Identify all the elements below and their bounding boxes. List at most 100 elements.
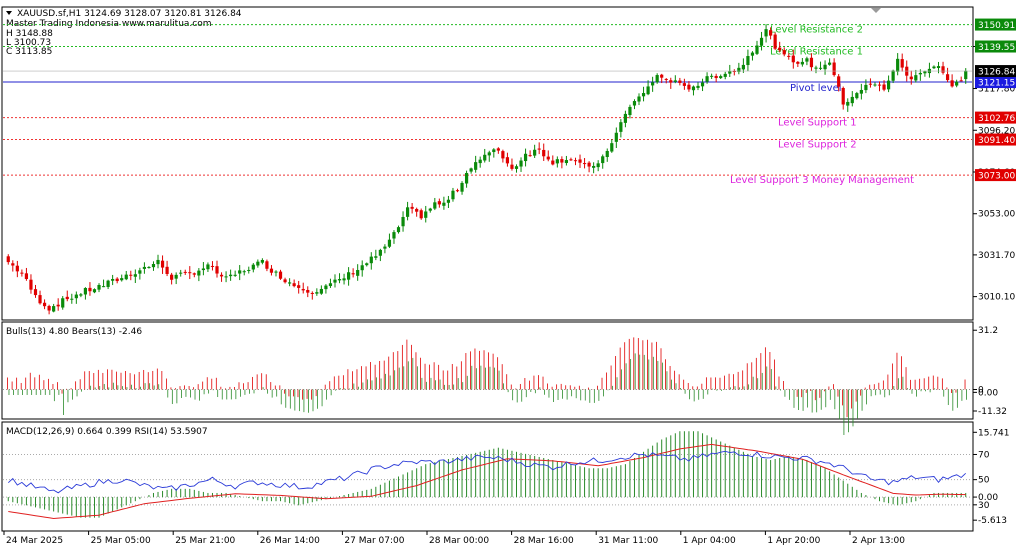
- candle-body: [337, 279, 342, 281]
- candle-body: [219, 274, 224, 277]
- level-price-tag: [975, 111, 1016, 124]
- candle-body: [415, 208, 419, 212]
- candle-body: [669, 80, 673, 83]
- candle-body: [814, 67, 818, 69]
- candle-body: [587, 162, 591, 167]
- candle-body: [614, 132, 618, 142]
- candle-body: [827, 62, 832, 65]
- candle-body: [292, 283, 296, 287]
- macd-rsi-tick-label: 70: [978, 450, 990, 460]
- candle-body: [15, 265, 19, 272]
- candle-body: [832, 62, 836, 76]
- candle-body: [868, 83, 873, 85]
- candle-body: [392, 232, 396, 239]
- candle-body: [38, 295, 42, 304]
- candle-body: [755, 45, 759, 54]
- candle-body: [959, 80, 963, 82]
- bulls-bears-tick-label: 31.2: [978, 326, 998, 336]
- candle-body: [778, 47, 782, 51]
- candle-body: [877, 84, 882, 86]
- candle-body: [791, 55, 795, 63]
- candle-body: [65, 296, 69, 300]
- candle-body: [750, 52, 755, 56]
- time-tick-label: 24 Mar 2025: [6, 536, 63, 546]
- candle-body: [841, 87, 845, 105]
- candle-body: [759, 37, 764, 46]
- price-tick-label: 3031.70: [978, 251, 1015, 261]
- candle-body: [260, 259, 264, 263]
- candle-body: [855, 93, 859, 99]
- time-tick-label: 27 Mar 07:00: [344, 536, 404, 546]
- price-pane-frame: [1, 6, 974, 321]
- candle-body: [628, 106, 632, 116]
- candle-body: [192, 273, 196, 275]
- candle-body: [319, 288, 323, 294]
- time-tick-label: 31 Mar 11:00: [598, 536, 658, 546]
- candle-body: [401, 216, 405, 227]
- candle-body: [374, 256, 378, 258]
- candle-body: [696, 85, 700, 88]
- rsi-line: [7, 450, 967, 494]
- time-tick-label: 2 Apr 13:00: [852, 536, 905, 546]
- candle-body: [605, 150, 609, 158]
- candle-body: [120, 278, 124, 281]
- price-tick-label: 3117.80: [978, 85, 1015, 95]
- candle-body: [546, 156, 550, 160]
- candle-body: [850, 96, 854, 104]
- candle-body: [460, 182, 464, 192]
- candle-body: [891, 70, 895, 81]
- candle-body: [582, 163, 587, 165]
- candle-body: [596, 163, 600, 168]
- candle-body: [846, 101, 850, 106]
- candle-body: [328, 283, 333, 287]
- candle-body: [687, 84, 691, 90]
- candle-body: [142, 266, 147, 269]
- level-price-tag: [975, 18, 1016, 31]
- current-price-tag-text: 3126.84: [978, 68, 1015, 78]
- macd-rsi-tick-label: -5.613: [978, 516, 1007, 526]
- candle-body: [229, 274, 233, 277]
- candle-body: [88, 287, 92, 292]
- price-tick-label: 3096.20: [978, 126, 1015, 136]
- candle-body: [964, 70, 968, 80]
- candle-body: [288, 282, 292, 284]
- current-price-tag: [975, 65, 1016, 78]
- candle-body: [501, 151, 505, 159]
- bulls-bears-tick-label: -11.32: [978, 407, 1007, 417]
- candle-body: [900, 59, 904, 68]
- candle-body: [773, 34, 777, 49]
- level-price-tag-text: 3102.76: [978, 114, 1015, 124]
- candle-body: [886, 80, 891, 90]
- candle-body: [700, 82, 705, 87]
- candle-body: [410, 206, 414, 209]
- candle-body: [936, 66, 941, 69]
- candle-body: [278, 271, 283, 279]
- candle-body: [179, 272, 183, 274]
- candle-body: [20, 272, 24, 274]
- candle-body: [56, 304, 60, 307]
- candle-body: [283, 279, 287, 283]
- scroll-marker-icon[interactable]: [871, 8, 881, 13]
- candle-body: [310, 292, 314, 294]
- candle-body: [238, 270, 242, 274]
- candle-body: [641, 93, 646, 97]
- candle-body: [923, 71, 927, 74]
- macd-rsi-tick-label: 50: [978, 476, 990, 486]
- time-tick-label: 25 Mar 05:00: [91, 536, 151, 546]
- candle-body: [691, 86, 696, 91]
- time-axis: 24 Mar 2025 25 Mar 05:00 25 Mar 21:00 26 Ma…: [3, 531, 905, 546]
- candle-body: [896, 58, 900, 72]
- symbol-dropdown-icon[interactable]: [6, 11, 12, 15]
- candle-body: [837, 76, 841, 87]
- candle-body: [469, 168, 473, 172]
- candle-body: [632, 101, 637, 106]
- candle-body: [315, 292, 319, 294]
- candle-body: [782, 50, 786, 55]
- candle-body: [201, 268, 205, 271]
- candle-body: [505, 157, 510, 164]
- candle-body: [251, 264, 255, 270]
- candle-body: [79, 294, 83, 296]
- candle-body: [324, 285, 328, 290]
- candle-body: [269, 268, 274, 273]
